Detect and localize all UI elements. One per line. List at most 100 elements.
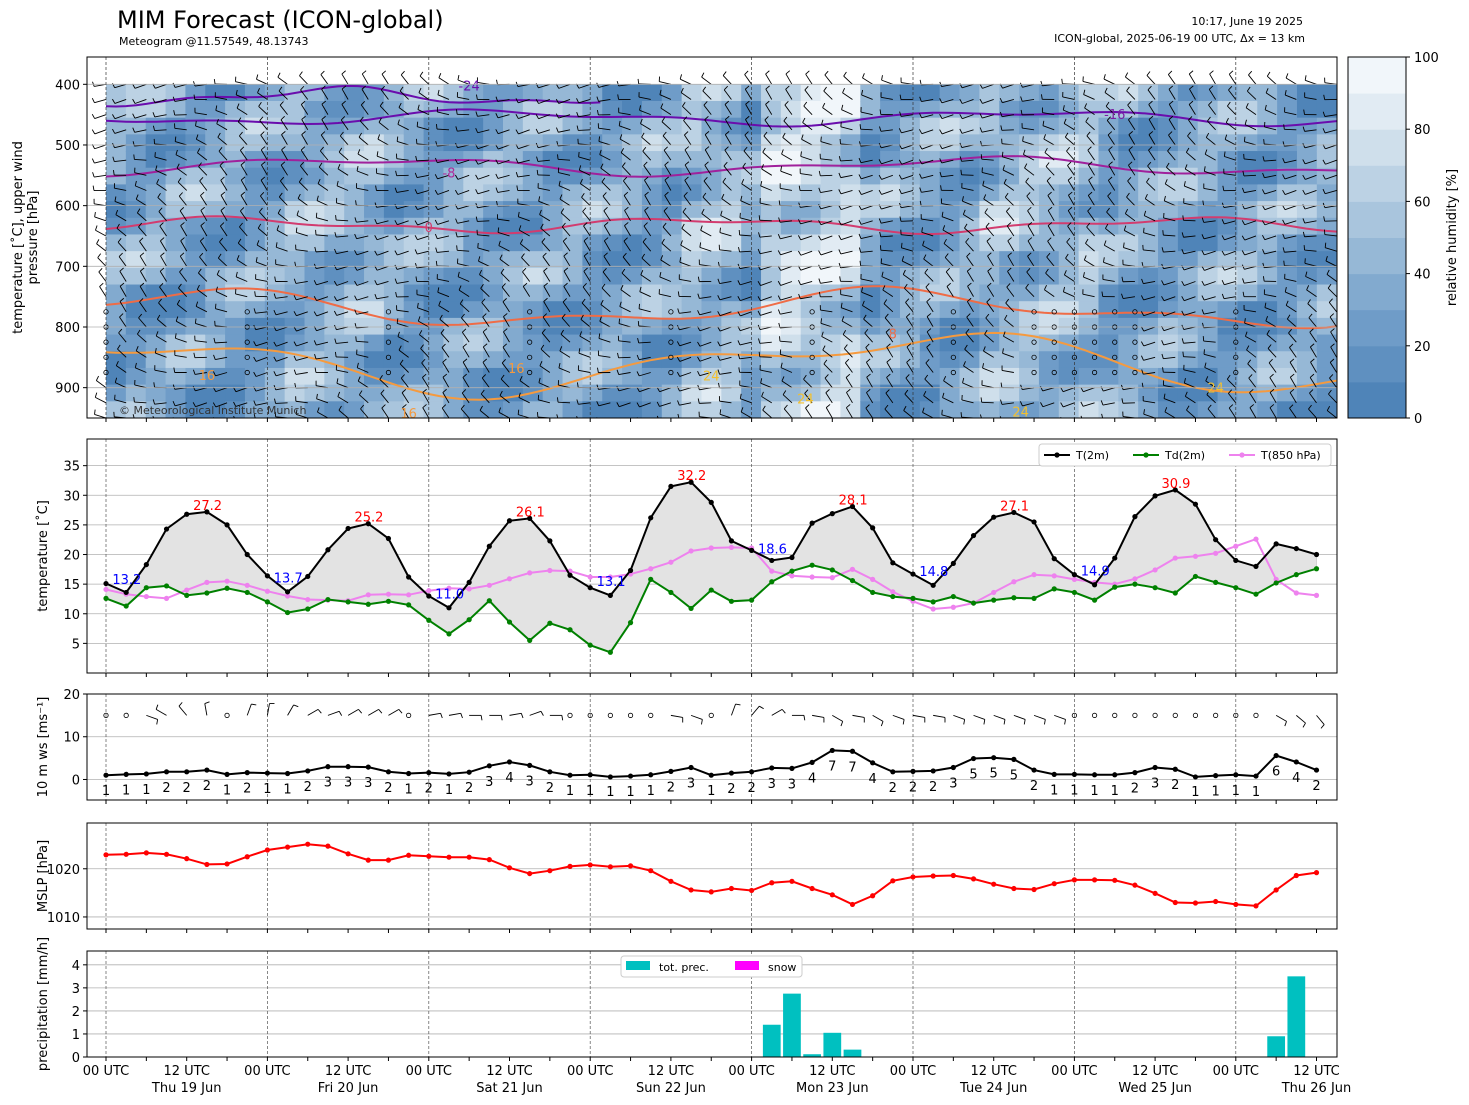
calm-wind-circle	[950, 339, 956, 345]
wind-barb-flag	[637, 338, 640, 344]
wind-barb-flag	[555, 83, 560, 89]
wind-barb	[704, 119, 712, 131]
x-tick-label: 00 UTC	[1051, 1064, 1097, 1079]
wind-barb-flag	[737, 296, 741, 301]
wind-barb	[178, 287, 188, 297]
calm-wind-circle	[587, 712, 593, 718]
wind-barb-flag	[1066, 146, 1070, 152]
wind-barb	[1044, 152, 1055, 161]
wind-barb	[356, 340, 369, 343]
humidity-cell	[106, 384, 127, 402]
wind-barb	[198, 166, 208, 176]
wind-barb-flag	[719, 227, 721, 233]
wind-barb-flag	[160, 252, 165, 257]
wind-barb-flag	[175, 149, 178, 155]
series-point-1	[829, 567, 835, 573]
wind-barb-flag	[885, 389, 890, 394]
series-point-2	[849, 566, 856, 572]
wind-barb-flag	[738, 247, 741, 253]
wind-barb	[177, 181, 188, 191]
wind-barb	[341, 88, 349, 100]
wind-barb-flag	[154, 348, 157, 354]
wind-barb-flag	[1161, 296, 1165, 301]
wind-barb	[785, 89, 793, 100]
wind-barb-flag	[1121, 276, 1124, 282]
wind-barb	[1243, 158, 1257, 161]
humidity-cell	[106, 351, 127, 369]
mslp-point	[890, 878, 896, 884]
humidity-cell	[284, 201, 306, 219]
humidity-cell	[681, 100, 703, 119]
wind-barb-flag	[1343, 113, 1345, 118]
wind-barb	[1224, 281, 1236, 286]
wind-barb-flag	[1247, 359, 1252, 365]
wind-barb	[1247, 363, 1257, 373]
humidity-cell	[562, 301, 583, 319]
wind-barb	[986, 240, 995, 252]
humidity-cell	[364, 201, 385, 219]
wind-barb	[624, 210, 631, 222]
mslp-point	[1313, 870, 1320, 876]
wind-barb	[881, 144, 893, 149]
wind-barb	[94, 216, 107, 222]
wind-barb	[941, 159, 954, 164]
wind-barb-flag	[640, 270, 644, 275]
humidity-cell	[1138, 151, 1159, 169]
wind-barb-flag	[886, 358, 891, 363]
wind-barb	[1227, 105, 1237, 115]
mslp-ylabel-line: MSLP [hPa]	[36, 840, 51, 912]
humidity-cell	[483, 167, 504, 186]
humidity-cell	[820, 84, 842, 102]
mslp-point	[950, 872, 956, 879]
mslp-point	[123, 851, 129, 857]
wind-barb	[901, 129, 914, 134]
wind-barb	[662, 135, 672, 146]
wind-barb	[1085, 242, 1095, 252]
humidity-cell	[225, 84, 246, 102]
series-point-1	[547, 620, 553, 626]
humidity-cell	[979, 384, 1000, 402]
humidity-cell	[324, 167, 345, 186]
humidity-cell	[364, 134, 385, 152]
wind-barb-flag	[112, 142, 115, 148]
wind-barb-flag	[517, 211, 520, 217]
wind-barb-flag	[535, 98, 539, 104]
legend-label-1: Td(2m)	[1164, 449, 1205, 462]
humidity-cell	[959, 151, 980, 169]
wind-barb	[396, 158, 409, 161]
wind-barb-flag	[781, 709, 786, 714]
wind-barb-flag	[1184, 391, 1188, 397]
wind-barb	[820, 190, 833, 193]
wind-barb-flag	[1221, 202, 1225, 208]
wind-barb	[436, 250, 450, 253]
wind-barb	[239, 135, 248, 146]
humidity-cell	[959, 251, 980, 269]
wind-barb	[966, 316, 974, 328]
series-point-1	[648, 576, 654, 583]
wind-barb	[780, 187, 793, 191]
wind-barb-flag	[1044, 285, 1047, 290]
wind-barb	[1208, 104, 1216, 115]
humidity-cell	[542, 100, 564, 119]
wind-barb-flag	[777, 265, 782, 271]
wind-barb-flag	[1148, 146, 1153, 151]
humidity-cell	[364, 267, 385, 286]
wind-barb-flag	[821, 119, 824, 125]
wind-barb	[598, 83, 611, 88]
humidity-cell	[1237, 234, 1258, 252]
humidity-cell	[979, 267, 1000, 286]
wind-barb-flag	[982, 363, 985, 369]
wind-barb	[961, 144, 974, 149]
wind-barb-flag	[535, 114, 539, 119]
humidity-cell	[681, 317, 703, 336]
prec-ylabel-line: precipitation [mm/h]	[36, 937, 51, 1071]
wind-barb	[598, 99, 611, 102]
series-point-1	[1293, 572, 1299, 578]
wind-barb	[1146, 181, 1156, 191]
wind-barb	[215, 387, 228, 393]
wind-barb	[521, 257, 531, 267]
wind-barb	[118, 256, 127, 267]
humidity-cell	[562, 84, 583, 102]
humidity-cell	[761, 100, 782, 119]
humidity-cell	[244, 100, 266, 119]
